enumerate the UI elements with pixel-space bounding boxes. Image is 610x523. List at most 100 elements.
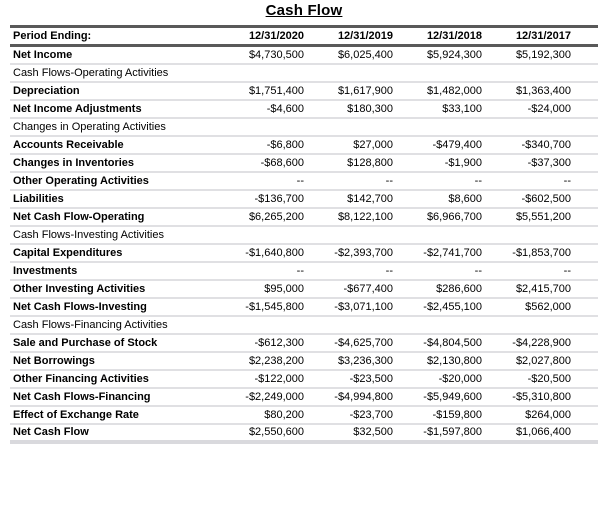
- row-label: Net Borrowings: [10, 351, 242, 371]
- row-label: Net Cash Flow-Operating: [10, 207, 242, 227]
- section-header-row: Cash Flows-Operating Activities: [10, 63, 598, 83]
- table-row: Net Income $4,730,500 $6,025,400 $5,924,300…: [10, 45, 598, 65]
- cell-value: [420, 117, 509, 137]
- cell-value: $6,025,400: [331, 45, 420, 65]
- column-header-period-ending: Period Ending:: [10, 25, 242, 47]
- row-label: Accounts Receivable: [10, 135, 242, 155]
- cell-value: -$602,500: [509, 189, 598, 209]
- page-title: Cash Flow: [265, 2, 343, 19]
- row-label: Net Cash Flow: [10, 423, 242, 444]
- cell-value: $1,066,400: [509, 423, 598, 444]
- cell-value: -$122,000: [242, 369, 331, 389]
- table-row: Net Income Adjustments -$4,600 $180,300 $33…: [10, 99, 598, 119]
- cell-value: $6,966,700: [420, 207, 509, 227]
- cell-value: [331, 63, 420, 83]
- row-label: Net Cash Flows-Financing: [10, 387, 242, 407]
- cell-value: -$1,597,800: [420, 423, 509, 444]
- cell-value: -$2,249,000: [242, 387, 331, 407]
- cell-value: --: [331, 261, 420, 281]
- cell-value: [509, 63, 598, 83]
- cell-value: $264,000: [509, 405, 598, 425]
- cell-value: $95,000: [242, 279, 331, 299]
- cell-value: -$4,625,700: [331, 333, 420, 353]
- row-label: Net Income: [10, 45, 242, 65]
- table-row: Investments -- -- -- --: [10, 261, 598, 281]
- row-label: Depreciation: [10, 81, 242, 101]
- cell-value: --: [420, 171, 509, 191]
- row-label: Cash Flows-Financing Activities: [10, 315, 242, 335]
- cell-value: -$20,500: [509, 369, 598, 389]
- cell-value: -$2,455,100: [420, 297, 509, 317]
- cell-value: $5,192,300: [509, 45, 598, 65]
- cell-value: -$479,400: [420, 135, 509, 155]
- cell-value: $8,122,100: [331, 207, 420, 227]
- row-label: Effect of Exchange Rate: [10, 405, 242, 425]
- row-label: Other Investing Activities: [10, 279, 242, 299]
- table-row: Net Cash Flows-Investing -$1,545,800 -$3,0…: [10, 297, 598, 317]
- cell-value: -$3,071,100: [331, 297, 420, 317]
- cell-value: $1,482,000: [420, 81, 509, 101]
- cell-value: -$1,853,700: [509, 243, 598, 263]
- cell-value: $286,600: [420, 279, 509, 299]
- cell-value: -$5,949,600: [420, 387, 509, 407]
- cell-value: -$4,804,500: [420, 333, 509, 353]
- column-header-2018: 12/31/2018: [420, 25, 509, 47]
- cell-value: $2,415,700: [509, 279, 598, 299]
- cell-value: -$612,300: [242, 333, 331, 353]
- cell-value: [509, 225, 598, 245]
- table-row: Capital Expenditures -$1,640,800 -$2,393,7…: [10, 243, 598, 263]
- table-row: Changes in Inventories -$68,600 $128,800 -$…: [10, 153, 598, 173]
- table-row: Net Borrowings $2,238,200 $3,236,300 $2,130…: [10, 351, 598, 371]
- table-row: Effect of Exchange Rate $80,200 -$23,700 -$…: [10, 405, 598, 425]
- cell-value: [420, 315, 509, 335]
- cell-value: [509, 117, 598, 137]
- cell-value: $27,000: [331, 135, 420, 155]
- cell-value: -$1,900: [420, 153, 509, 173]
- cell-value: $1,363,400: [509, 81, 598, 101]
- cell-value: --: [509, 261, 598, 281]
- cell-value: -$4,994,800: [331, 387, 420, 407]
- table-row: Net Cash Flow $2,550,600 $32,500 -$1,597,80…: [10, 423, 598, 444]
- column-header-2019: 12/31/2019: [331, 25, 420, 47]
- cell-value: -$677,400: [331, 279, 420, 299]
- cell-value: -$23,700: [331, 405, 420, 425]
- row-label: Net Cash Flows-Investing: [10, 297, 242, 317]
- cell-value: --: [242, 261, 331, 281]
- cell-value: -$1,545,800: [242, 297, 331, 317]
- cell-value: -$37,300: [509, 153, 598, 173]
- column-header-2020: 12/31/2020: [242, 25, 331, 47]
- cell-value: $142,700: [331, 189, 420, 209]
- cell-value: $1,751,400: [242, 81, 331, 101]
- cell-value: $2,027,800: [509, 351, 598, 371]
- cell-value: $128,800: [331, 153, 420, 173]
- cell-value: $8,600: [420, 189, 509, 209]
- cell-value: $4,730,500: [242, 45, 331, 65]
- section-header-row: Cash Flows-Financing Activities: [10, 315, 598, 335]
- row-label: Changes in Operating Activities: [10, 117, 242, 137]
- cell-value: $5,924,300: [420, 45, 509, 65]
- column-header-2017: 12/31/2017: [509, 25, 598, 47]
- cell-value: -$24,000: [509, 99, 598, 119]
- cell-value: $33,100: [420, 99, 509, 119]
- table-row: Liabilities -$136,700 $142,700 $8,600 -$602,…: [10, 189, 598, 209]
- table-body: Net Income $4,730,500 $6,025,400 $5,924,300…: [10, 45, 598, 444]
- cell-value: --: [331, 171, 420, 191]
- row-label: Net Income Adjustments: [10, 99, 242, 119]
- row-label: Cash Flows-Operating Activities: [10, 63, 242, 83]
- table-row: Other Investing Activities $95,000 -$677,4…: [10, 279, 598, 299]
- cash-flow-table: Period Ending: 12/31/2020 12/31/2019 12/…: [10, 25, 598, 444]
- row-label: Investments: [10, 261, 242, 281]
- cell-value: -$2,741,700: [420, 243, 509, 263]
- section-header-row: Cash Flows-Investing Activities: [10, 225, 598, 245]
- section-header-row: Changes in Operating Activities: [10, 117, 598, 137]
- row-label: Changes in Inventories: [10, 153, 242, 173]
- cell-value: -$159,800: [420, 405, 509, 425]
- table-row: Accounts Receivable -$6,800 $27,000 -$479,4…: [10, 135, 598, 155]
- table-row: Other Financing Activities -$122,000 -$23,…: [10, 369, 598, 389]
- cell-value: [331, 117, 420, 137]
- table-header-row: Period Ending: 12/31/2020 12/31/2019 12/…: [10, 25, 598, 47]
- cell-value: --: [420, 261, 509, 281]
- cell-value: -$2,393,700: [331, 243, 420, 263]
- row-label: Other Financing Activities: [10, 369, 242, 389]
